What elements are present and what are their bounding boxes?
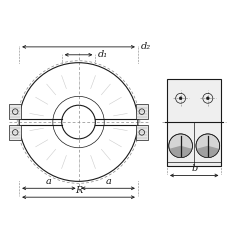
Text: d₁: d₁ <box>98 50 108 59</box>
Circle shape <box>196 134 220 158</box>
Bar <box>9 104 21 119</box>
Wedge shape <box>196 146 219 158</box>
Circle shape <box>206 97 209 100</box>
Bar <box>136 125 148 140</box>
Text: a: a <box>105 177 111 186</box>
Text: R: R <box>75 186 82 195</box>
Text: d₂: d₂ <box>141 42 151 51</box>
Text: a: a <box>46 177 52 186</box>
Text: b: b <box>191 164 197 173</box>
Circle shape <box>179 97 182 100</box>
Bar <box>136 104 148 119</box>
Bar <box>167 78 222 166</box>
Bar <box>9 125 21 140</box>
Wedge shape <box>169 146 192 158</box>
Circle shape <box>169 134 192 158</box>
